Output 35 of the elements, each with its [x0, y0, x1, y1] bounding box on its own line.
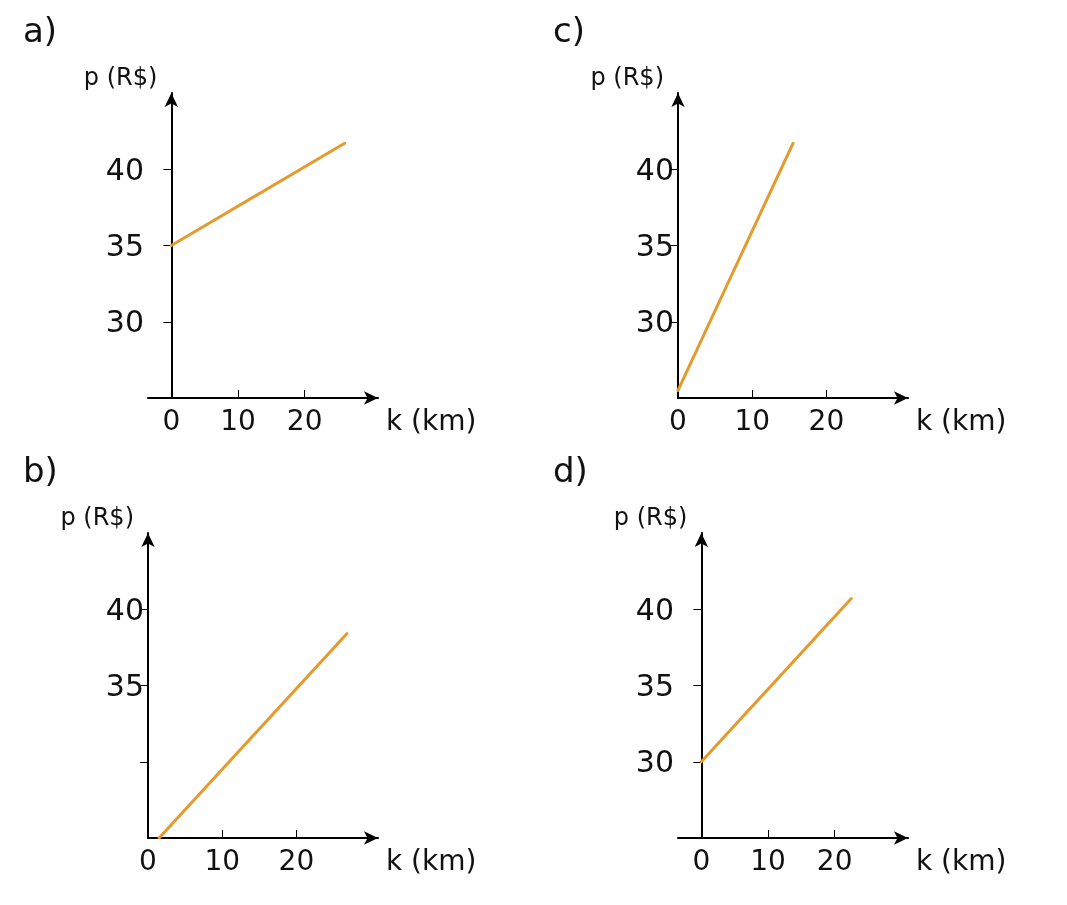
x-axis-title: k (km)	[386, 403, 477, 437]
y-tick-label: 30	[635, 744, 674, 780]
x-tick-label: 0	[162, 403, 181, 437]
chart-title: c)	[553, 10, 585, 50]
y-tick-label: 30	[635, 304, 674, 340]
x-tick-label: 10	[734, 403, 771, 437]
x-tick-label: 20	[286, 403, 323, 437]
y-tick-label: 40	[105, 151, 144, 187]
x-axis-title: k (km)	[916, 843, 1007, 877]
y-tick-label: 40	[635, 591, 674, 627]
chart-title: a)	[23, 10, 58, 50]
x-axis-title: k (km)	[386, 843, 477, 877]
x-tick-label: 20	[808, 403, 845, 437]
x-tick-label: 10	[750, 843, 786, 877]
x-axis-title: k (km)	[916, 403, 1007, 437]
y-tick-label: 35	[635, 228, 674, 263]
chart-title: d)	[553, 450, 588, 490]
x-tick-label: 0	[139, 843, 157, 877]
y-tick-label: 35	[635, 668, 674, 703]
x-tick-label: 0	[669, 403, 687, 437]
x-tick-label: 20	[278, 843, 315, 877]
y-tick-label: 30	[105, 304, 144, 340]
y-axis-title: p (R$)	[590, 63, 664, 91]
y-tick-label: 35	[105, 668, 144, 703]
x-tick-label: 10	[220, 403, 256, 437]
x-tick-label: 20	[816, 843, 853, 877]
x-tick-label: 0	[692, 843, 711, 877]
y-tick-label: 40	[635, 151, 674, 187]
y-axis-title: p (R$)	[613, 503, 688, 531]
y-axis-title: p (R$)	[60, 503, 134, 531]
y-tick-label: 40	[105, 591, 144, 627]
chart-title: b)	[23, 450, 58, 490]
x-tick-label: 10	[204, 843, 241, 877]
y-tick-label: 35	[105, 228, 144, 263]
y-axis-title: p (R$)	[83, 63, 158, 91]
